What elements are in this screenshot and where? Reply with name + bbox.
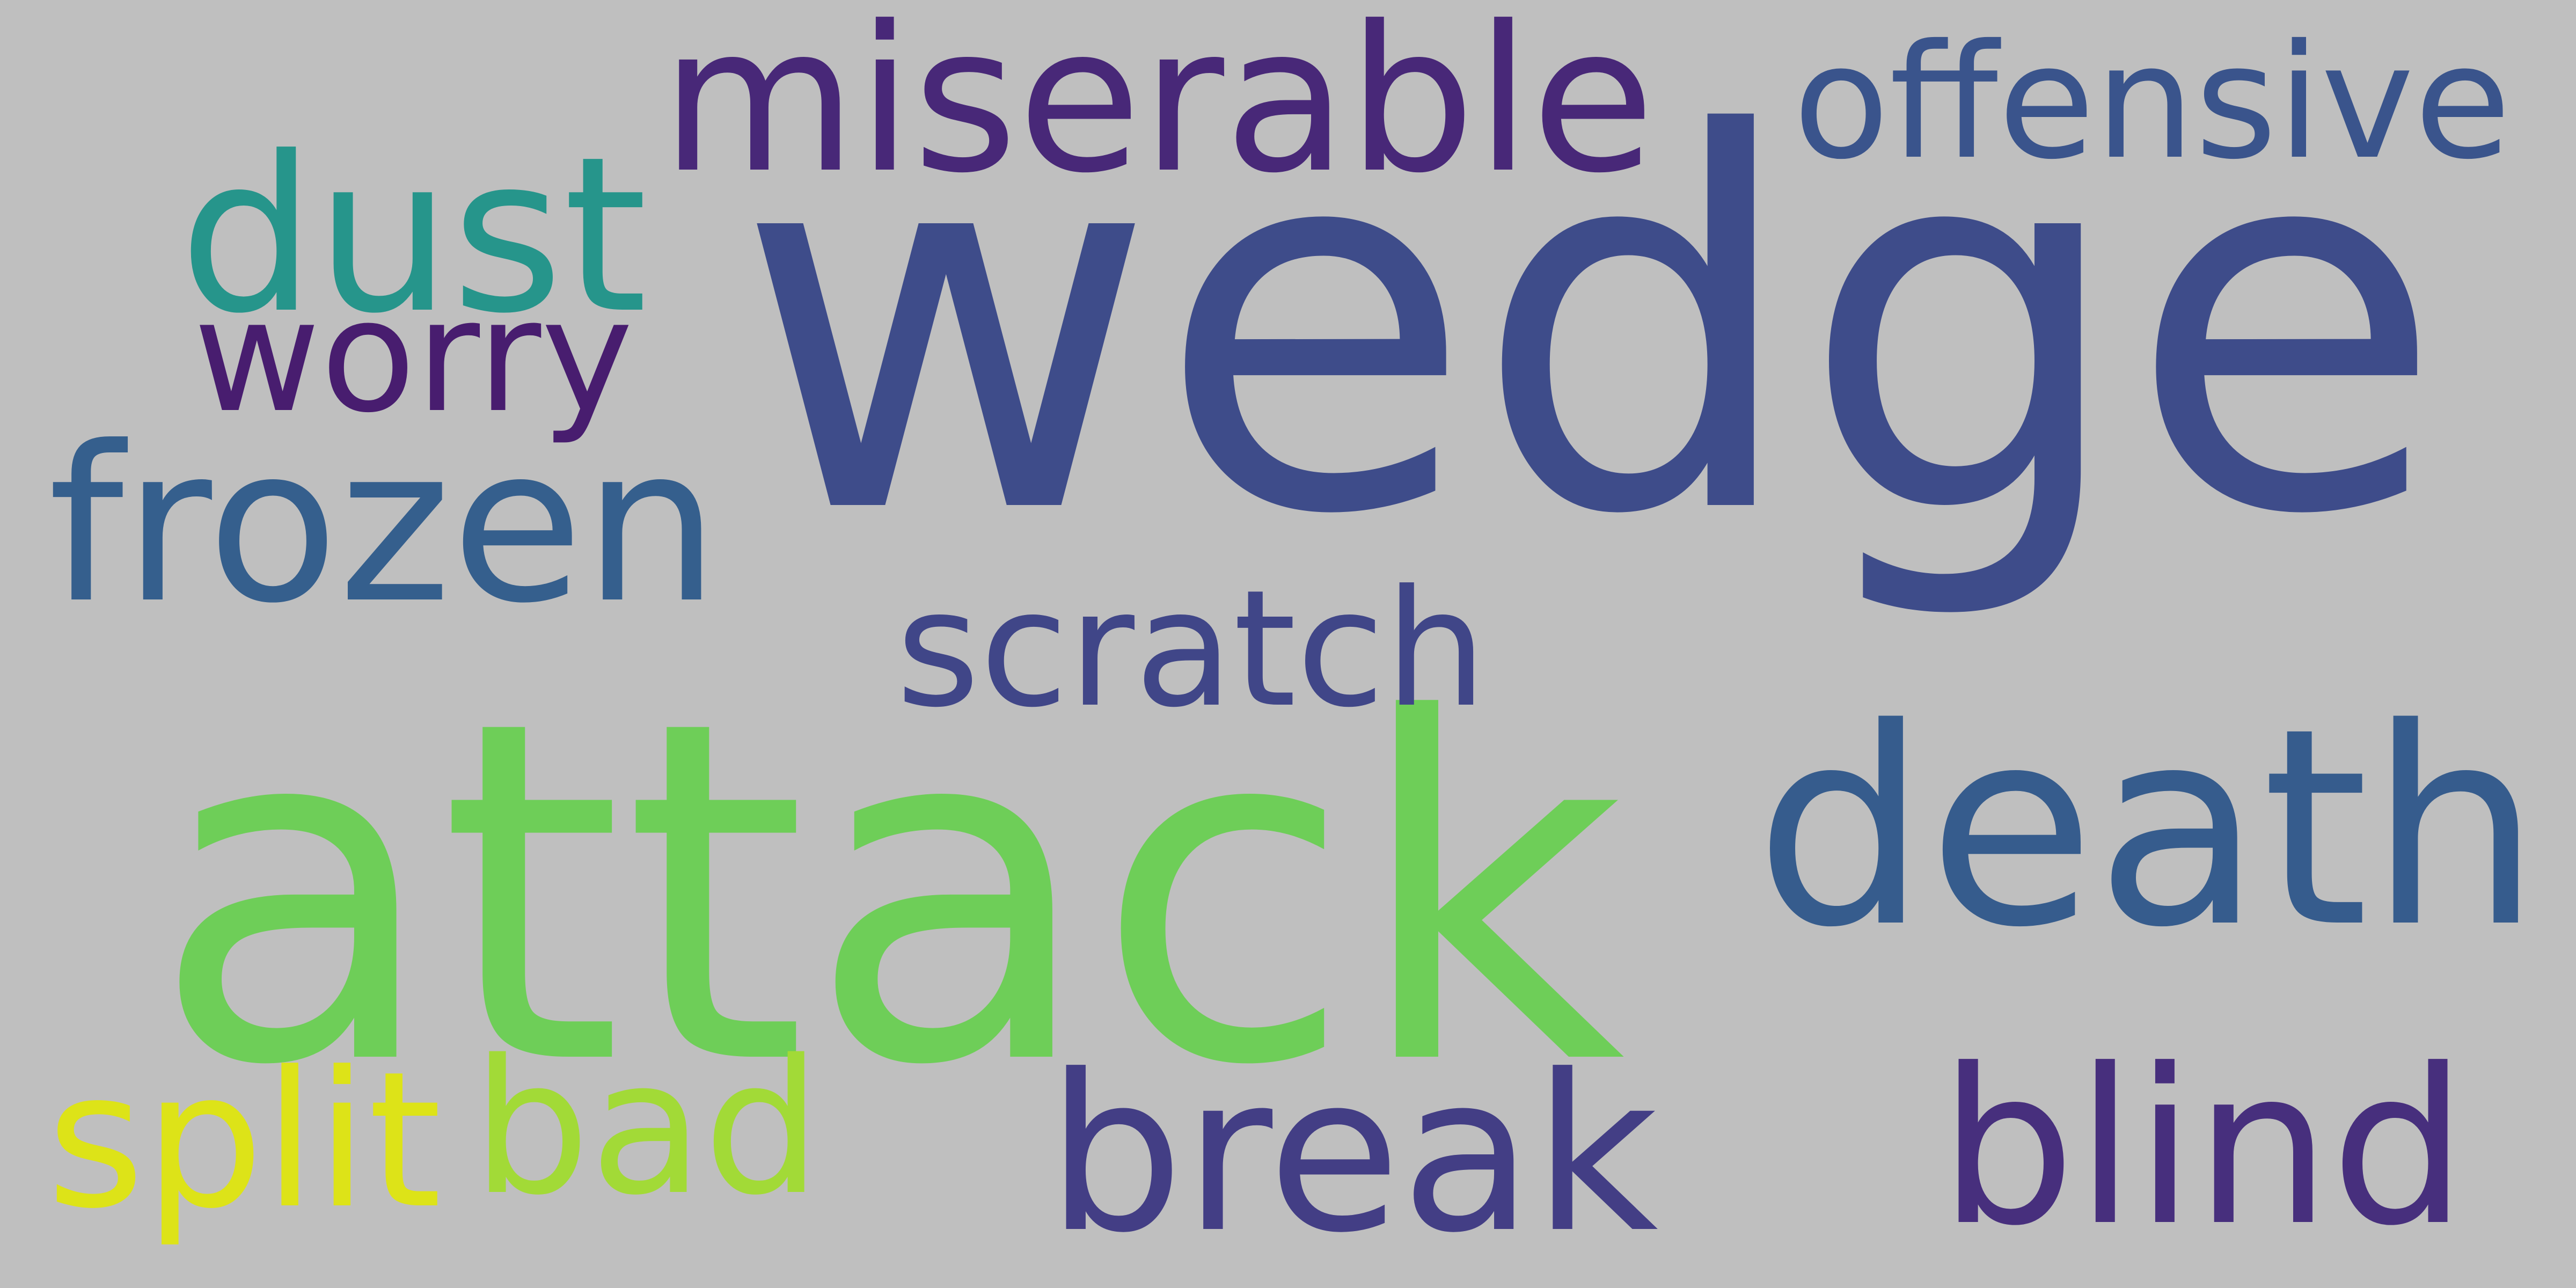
word-frozen: frozen [48, 401, 720, 650]
word-break: break [1046, 1028, 1658, 1280]
word-attack: attack [151, 621, 1626, 1168]
word-bad: bad [472, 1020, 821, 1236]
word-offensive: offensive [1792, 11, 2512, 194]
word-scratch: scratch [896, 555, 1487, 743]
word-wedge: wedge [735, 27, 2445, 627]
word-blind: blind [1939, 1023, 2467, 1273]
word-miserable: miserable [661, 0, 1655, 217]
word-dust: dust [179, 111, 648, 361]
word-death: death [1755, 670, 2541, 987]
word-worry: worry [193, 266, 633, 447]
word-split: split [46, 1031, 442, 1250]
